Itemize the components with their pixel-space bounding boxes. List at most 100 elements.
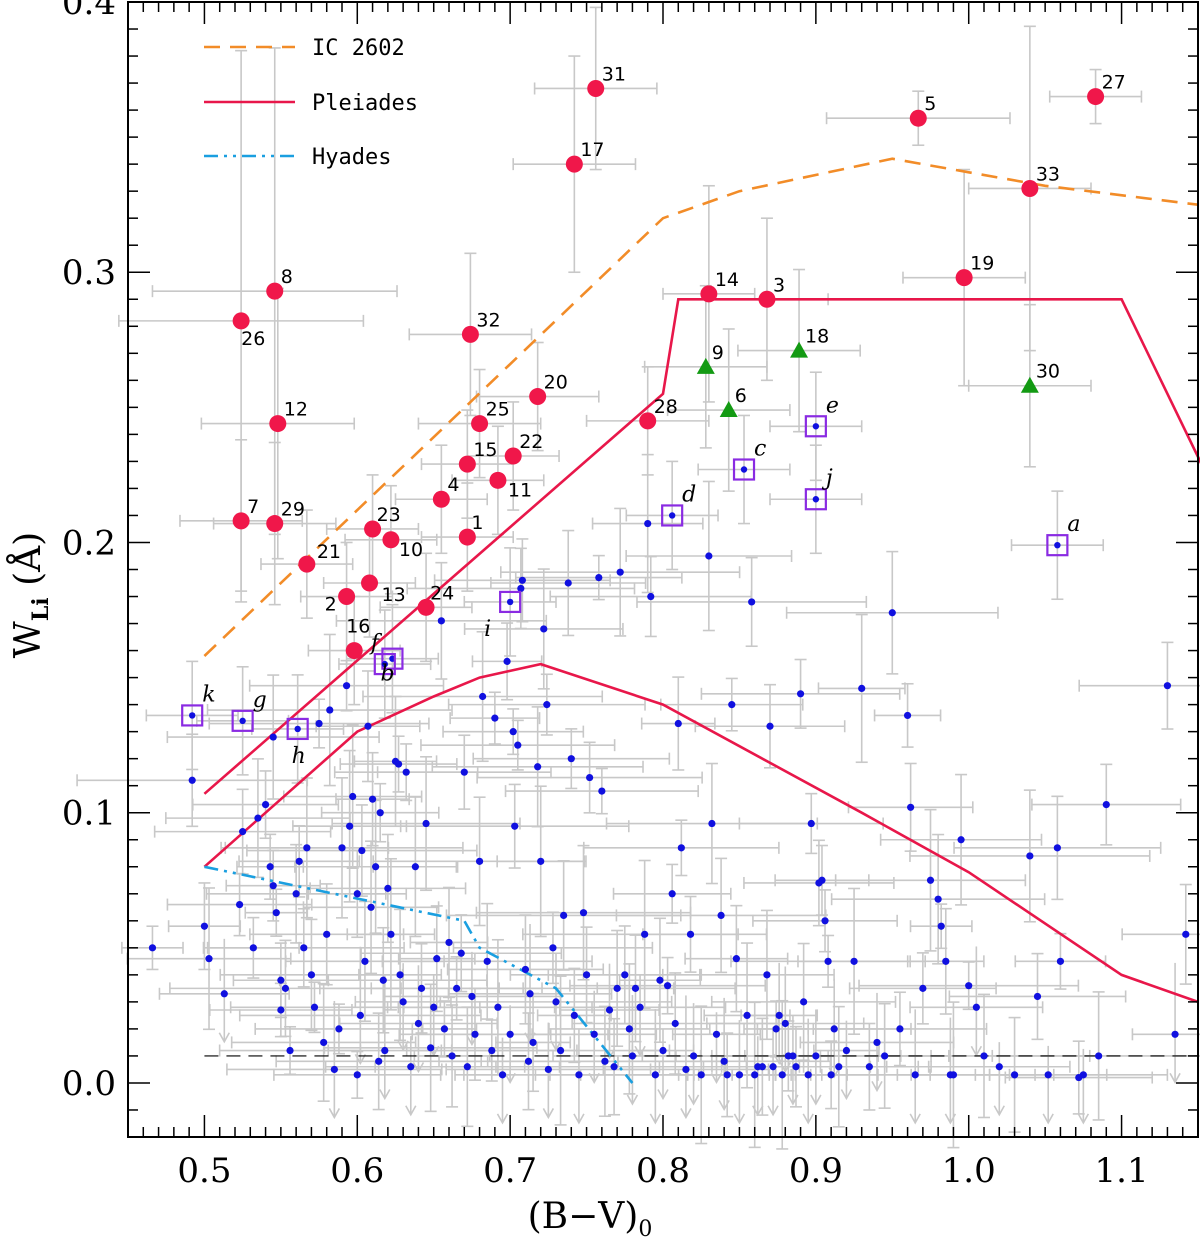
member-dot <box>772 1025 780 1033</box>
star-k-marker <box>181 704 204 727</box>
member-dot <box>457 949 465 957</box>
member-dot <box>1102 801 1110 809</box>
star-12-label: 12 <box>284 399 308 421</box>
star-6-marker <box>719 401 738 418</box>
member-dot <box>188 776 196 784</box>
member-dot <box>342 682 351 690</box>
member-dot <box>1033 992 1042 1001</box>
member-dot <box>387 930 395 938</box>
member-dot <box>269 882 277 890</box>
upper-limit-arrowhead <box>710 1072 723 1084</box>
star-c-label: c <box>754 437 766 462</box>
point-labels: 1234578101112131415161719202122232425262… <box>202 63 1126 768</box>
member-dot <box>521 965 530 974</box>
member-dot <box>926 876 935 884</box>
member-dot <box>353 890 361 898</box>
star-9-marker <box>696 357 715 374</box>
star-18-marker <box>790 341 809 358</box>
star-24-marker <box>417 598 435 616</box>
member-dot <box>1182 930 1190 938</box>
star-f-label: f <box>369 631 383 656</box>
member-dot <box>402 768 410 776</box>
member-dot <box>647 592 655 601</box>
upper-limit-arrowhead <box>733 1113 746 1125</box>
legend: IC 2602 Pleiades Hyades <box>204 36 418 170</box>
star-b-label: b <box>380 662 394 687</box>
x-tick-label: 1.1 <box>1095 1151 1149 1191</box>
member-dot <box>911 1071 919 1079</box>
star-11-label: 11 <box>508 479 532 501</box>
member-dot <box>272 909 280 917</box>
upper-limit-arrowhead <box>871 1081 883 1093</box>
member-dot <box>748 598 756 606</box>
member-dot <box>552 998 560 1006</box>
member-dot <box>674 719 682 728</box>
member-dot <box>720 1057 728 1065</box>
member-dot <box>934 895 942 903</box>
star-1-label: 1 <box>471 512 483 534</box>
member-dot <box>728 701 736 709</box>
upper-limit-arrowhead <box>588 1072 600 1084</box>
member-dot <box>582 971 591 979</box>
star-13-label: 13 <box>382 584 406 606</box>
member-dot <box>656 976 664 984</box>
member-dot <box>433 955 441 963</box>
member-dot <box>326 706 334 714</box>
member-dot <box>671 1019 679 1028</box>
member-dot <box>407 1063 415 1071</box>
y-tick-label: 0.1 <box>62 794 116 834</box>
star-e-label: e <box>826 393 839 418</box>
member-dot <box>1056 957 1065 965</box>
upper-limit-arrowhead <box>993 1105 1005 1117</box>
member-dot <box>824 957 832 965</box>
member-dot <box>368 795 377 803</box>
member-dot <box>598 787 606 795</box>
member-dot <box>827 1071 835 1079</box>
member-dot <box>277 1006 285 1014</box>
star-33-label: 33 <box>1036 163 1060 185</box>
member-dot <box>303 844 311 852</box>
axis-ticks: 0.5 0.6 0.7 0.8 0.9 1.0 1.1 0.0 0.1 0.2 0.3 0.4 <box>62 0 1199 1191</box>
star-3-label: 3 <box>773 274 785 296</box>
star-29-marker <box>266 515 284 533</box>
star-33-marker <box>1021 179 1039 197</box>
x-tick-label: 0.6 <box>330 1151 384 1191</box>
member-dot <box>560 911 568 920</box>
star-h-label: h <box>292 744 306 769</box>
upper-limit-arrowhead <box>1042 1113 1054 1125</box>
member-dot <box>789 1052 797 1060</box>
member-dot <box>529 1038 537 1047</box>
member-dot <box>292 890 300 898</box>
legend-label-2: Hyades <box>312 145 391 170</box>
star-22-marker <box>504 447 522 465</box>
member-dot <box>320 1038 328 1047</box>
star-18-label: 18 <box>805 326 829 348</box>
member-dot <box>494 1003 502 1011</box>
member-dot <box>644 519 652 528</box>
member-dot <box>549 944 557 952</box>
member-dot <box>367 903 375 911</box>
y-tick-label: 0.0 <box>62 1064 116 1104</box>
member-dot <box>682 1065 690 1074</box>
member-dot <box>1171 1030 1179 1038</box>
member-dot <box>379 976 387 984</box>
member-dot <box>414 1019 423 1028</box>
member-dot <box>330 1065 338 1074</box>
member-dot <box>800 998 808 1006</box>
star-4-label: 4 <box>447 474 459 496</box>
star-7-label: 7 <box>247 496 259 518</box>
member-dot <box>281 984 290 992</box>
member-dot <box>807 819 815 828</box>
member-dot <box>775 1011 783 1019</box>
member-dot <box>381 1046 389 1055</box>
star-27-marker <box>1087 88 1105 106</box>
x-tick-label: 0.8 <box>636 1151 690 1191</box>
member-dot <box>717 911 725 920</box>
member-dot <box>792 1063 800 1071</box>
member-dot <box>766 722 774 730</box>
star-31-label: 31 <box>602 63 626 85</box>
member-dot <box>491 714 499 722</box>
member-dot <box>286 1046 294 1055</box>
member-dot <box>323 930 331 938</box>
